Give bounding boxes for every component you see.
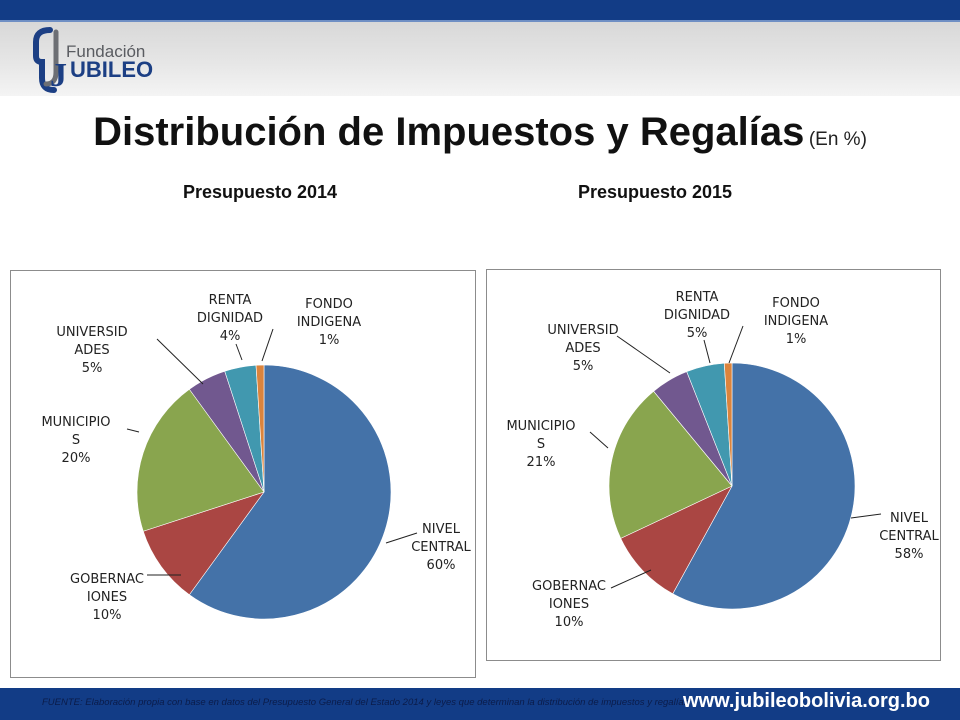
pie-chart-2014: NIVEL CENTRAL 60% GOBERNAC IONES 10% MUNICIPIO… [41, 293, 471, 623]
pie-slice-municipios [608, 390, 733, 539]
data-label-fondoindigena: FONDO INDIGENA 1% [297, 297, 361, 348]
data-label-universidades: UNIVERSID ADES 5% [56, 325, 127, 376]
logo-word-ubileo: UBILEO [70, 57, 153, 82]
leader-line-universidades [616, 335, 671, 374]
footer-source-note: FUENTE: Elaboración propia con base en d… [42, 697, 692, 708]
pie-chart-2014-frame: NIVEL CENTRAL 60% GOBERNAC IONES 10% MUNICIPIO… [10, 270, 476, 678]
slide-title-main: Distribución de Impuestos y Regalías [93, 110, 805, 154]
pie-slice-nivelcentral [672, 362, 856, 610]
data-label-nivelcentral: NIVEL CENTRAL 60% [411, 522, 471, 573]
fundacion-jubileo-logo: J Fundación UBILEO [33, 27, 153, 94]
logo-word-fundacion: Fundación [66, 42, 145, 61]
pie-slice-fondoindigena [723, 362, 733, 487]
leader-line-nivelcentral [850, 513, 882, 519]
slide-title: Distribución de Impuestos y Regalías (En… [0, 110, 960, 155]
data-label-nivelcentral: NIVEL CENTRAL 58% [879, 511, 939, 562]
data-label-municipios: MUNICIPIO S 21% [506, 419, 575, 470]
chart-title-2014: Presupuesto 2014 [182, 182, 338, 202]
leader-line-gobernaciones [610, 569, 652, 589]
leader-line-nivelcentral [385, 532, 418, 544]
data-label-municipios: MUNICIPIO S 20% [41, 415, 110, 466]
data-label-gobernaciones: GOBERNAC IONES 10% [70, 572, 144, 623]
footer-bar [0, 688, 960, 720]
leader-line-rentadignidad [703, 339, 711, 364]
data-label-rentadignidad: RENTA DIGNIDAD 4% [197, 293, 263, 344]
pie-slice-fondoindigena [255, 364, 265, 493]
logo-initial: J [50, 57, 67, 94]
pie-slice-gobernaciones [620, 485, 733, 595]
data-label-gobernaciones: GOBERNAC IONES 10% [532, 579, 606, 630]
pie-chart-2015: NIVEL CENTRAL 58% GOBERNAC IONES 10% MUNICIPIO… [506, 290, 939, 630]
slide-title-unit: (En %) [808, 129, 867, 150]
leader-line-municipios [126, 428, 140, 433]
data-label-fondoindigena: FONDO INDIGENA 1% [764, 296, 828, 347]
leader-line-rentadignidad [235, 343, 243, 361]
top-banner-edge [0, 20, 960, 22]
pie-chart-2015-frame: NIVEL CENTRAL 58% GOBERNAC IONES 10% MUNICIPIO… [486, 269, 941, 661]
pie-slice-nivelcentral [188, 364, 392, 620]
chart-title-2015: Presupuesto 2015 [577, 182, 733, 202]
leader-line-universidades [156, 338, 204, 385]
data-label-rentadignidad: RENTA DIGNIDAD 5% [664, 290, 730, 341]
leader-line-fondoindigena [728, 325, 744, 364]
header-band [0, 22, 960, 96]
leader-line-municipios [589, 431, 609, 449]
pie-slice-municipios [136, 388, 265, 532]
top-banner-bar [0, 0, 960, 20]
pie-slice-gobernaciones [142, 491, 265, 596]
data-label-universidades: UNIVERSID ADES 5% [547, 323, 618, 374]
website-link[interactable]: www.jubileobolivia.org.bo [682, 690, 930, 712]
leader-line-fondoindigena [261, 328, 274, 362]
